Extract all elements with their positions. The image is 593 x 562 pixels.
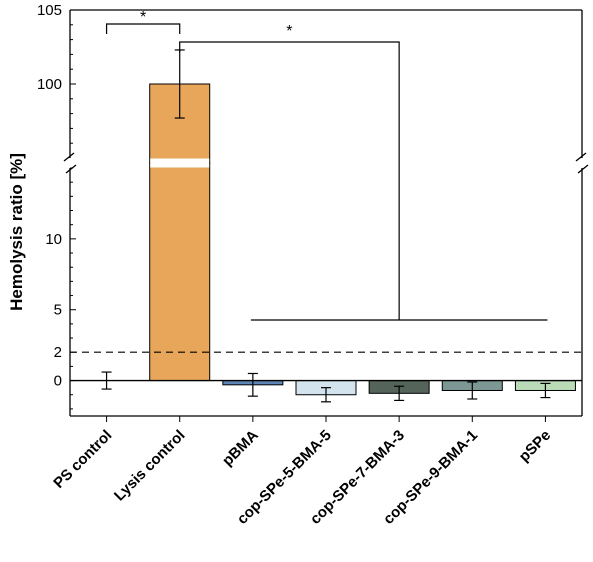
- y-axis-ticks: 0 2 5 10 100 105: [37, 2, 76, 410]
- axis-break-mark: [63, 152, 75, 162]
- y-tick-label: 10: [45, 231, 62, 248]
- x-tick-label: PS control: [50, 427, 115, 492]
- significance-label: *: [286, 23, 292, 40]
- x-tick-label: pBMA: [219, 427, 262, 470]
- y-tick-label: 100: [37, 76, 62, 93]
- y-tick-label: 2: [54, 344, 62, 361]
- plot-frame: [63, 9, 589, 417]
- x-tick-label: pSPe: [516, 427, 555, 466]
- x-tick-label: Lysis control: [111, 427, 189, 505]
- y-tick-label: 105: [37, 2, 62, 19]
- bar-lower-part: [149, 162, 211, 382]
- bars-layer: [101, 49, 576, 403]
- axis-break-mark: [577, 164, 589, 174]
- axis-break-mark: [65, 164, 77, 174]
- bar-break-gap: [150, 158, 210, 168]
- significance-label: *: [140, 9, 146, 26]
- y-tick-label: 0: [54, 373, 62, 390]
- significance-bracket: [105, 23, 181, 34]
- axis-break-mark: [575, 152, 587, 162]
- y-axis-title: Hemolysis ratio [%]: [7, 153, 26, 311]
- significance-bracket: [179, 41, 400, 320]
- y-tick-label: 5: [54, 302, 62, 319]
- annotations-layer: **: [105, 9, 548, 321]
